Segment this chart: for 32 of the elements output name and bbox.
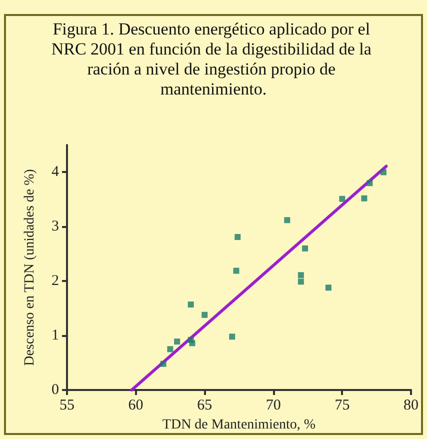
point <box>160 360 166 367</box>
point <box>234 234 241 240</box>
y-tick-label: 2 <box>52 273 59 290</box>
point <box>380 169 386 176</box>
x-tick-label: 55 <box>60 398 74 414</box>
point <box>167 346 174 352</box>
x-axis-title: TDN de Mantenimiento, % <box>162 417 316 432</box>
y-tick-label: 4 <box>52 164 60 180</box>
chart-title: Figura 1. Descuento energético aplicado por el NRC 2001 en función de la digestibilidad de la ración a nivel de ingestión propio de mantenimiento. <box>51 20 376 98</box>
point <box>302 245 308 252</box>
point <box>284 217 290 224</box>
point <box>174 338 180 345</box>
point <box>229 334 236 340</box>
x-tick-label: 65 <box>197 398 212 414</box>
y-tick-label: 0 <box>52 382 59 398</box>
point <box>339 196 346 202</box>
x-tick-label: 70 <box>266 398 281 414</box>
point <box>361 195 368 202</box>
point <box>189 340 196 346</box>
point <box>188 302 194 308</box>
point <box>298 278 304 285</box>
point <box>298 272 304 278</box>
y-tick-label: 3 <box>52 218 59 235</box>
x-tick-label: 75 <box>334 398 350 414</box>
y-axis-title: Descenso en TDN (unidades de %) <box>22 168 38 366</box>
x-tick-label: 60 <box>128 398 144 414</box>
point <box>202 312 208 318</box>
point <box>233 268 240 274</box>
point <box>325 284 332 291</box>
x-tick-label: 80 <box>404 398 418 414</box>
y-tick-label: 1 <box>52 328 59 344</box>
point <box>366 180 373 186</box>
